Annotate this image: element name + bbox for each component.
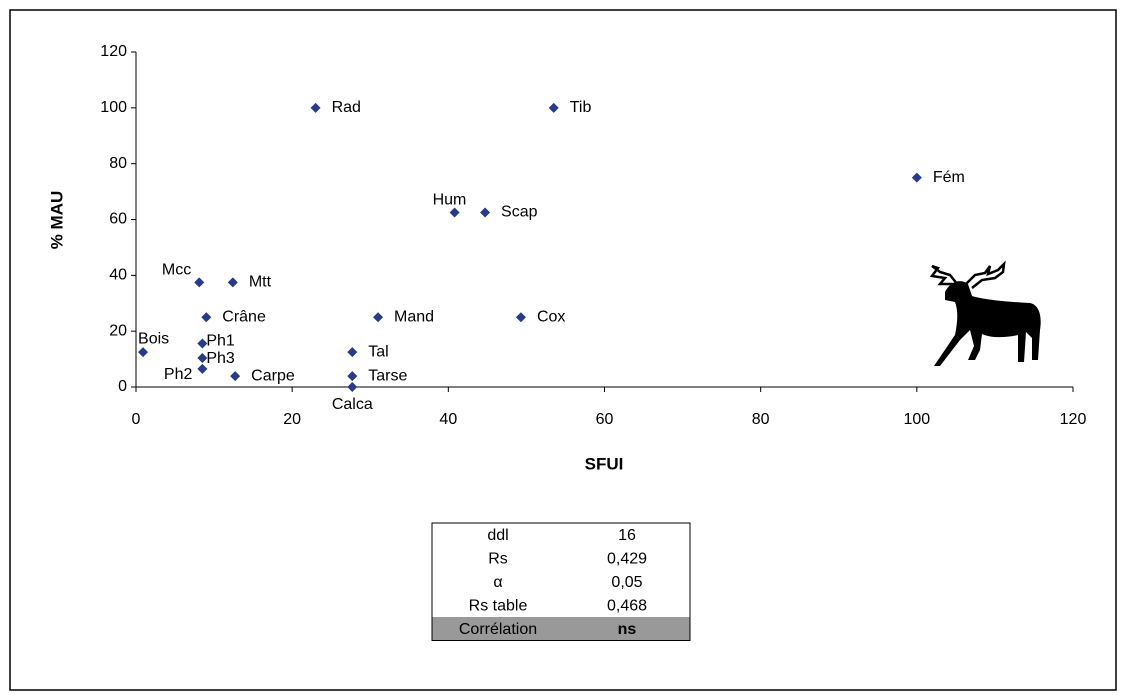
point [911, 172, 922, 183]
point-label: Calca [332, 396, 373, 413]
table-row-bg [432, 617, 690, 641]
point-label: Crâne [222, 308, 266, 325]
point-label: Fém [933, 169, 965, 186]
table-cell: 0,468 [607, 597, 647, 614]
point-label: Hum [433, 192, 467, 209]
point-label: Rad [332, 99, 361, 116]
y-tick-label: 40 [109, 267, 127, 284]
point [373, 312, 384, 323]
x-tick-label: 100 [903, 411, 930, 428]
y-tick-label: 20 [109, 322, 127, 339]
point [197, 338, 208, 349]
y-tick-label: 0 [118, 378, 127, 395]
point [201, 312, 212, 323]
point-label: Tal [368, 343, 388, 360]
point-label: Bois [138, 330, 169, 347]
point-label: Mtt [249, 274, 272, 291]
table-border [431, 522, 691, 641]
frame [9, 9, 1117, 691]
point-label: Mcc [162, 262, 191, 279]
point-label: Cox [537, 308, 565, 325]
point-label: Ph3 [206, 350, 235, 367]
point [449, 207, 460, 218]
point-label: Ph1 [206, 333, 235, 350]
point [310, 102, 321, 113]
point [197, 352, 208, 363]
y-tick-label: 80 [109, 155, 127, 172]
x-tick-label: 20 [283, 411, 301, 428]
point-label: Tarse [368, 367, 407, 384]
table-cell: Rs table [469, 597, 528, 614]
point-label: Scap [501, 204, 538, 221]
point-label: Tib [570, 99, 592, 116]
table-cell: α [493, 574, 502, 591]
x-tick-label: 60 [596, 411, 614, 428]
table-cell: Rs [488, 550, 508, 567]
x-axis-title: SFUI [585, 454, 624, 473]
x-tick-label: 40 [439, 411, 457, 428]
point-label: Mand [394, 308, 434, 325]
x-tick-label: 0 [132, 411, 141, 428]
point [138, 347, 149, 358]
y-tick-label: 120 [100, 43, 127, 60]
point [227, 277, 238, 288]
x-tick-label: 120 [1060, 411, 1087, 428]
table-cell: ns [618, 621, 637, 638]
deer-icon [929, 260, 1041, 366]
point [515, 312, 526, 323]
y-tick-label: 100 [100, 99, 127, 116]
point-label: Carpe [251, 367, 295, 384]
table-cell: 16 [618, 527, 636, 544]
point [194, 277, 205, 288]
y-axis-title: % MAU [47, 191, 66, 250]
table-cell: ddl [487, 527, 508, 544]
point [197, 363, 208, 374]
x-tick-label: 80 [752, 411, 770, 428]
point [480, 207, 491, 218]
table-cell: 0,05 [611, 574, 642, 591]
point [347, 382, 358, 392]
y-tick-label: 60 [109, 211, 127, 228]
point [230, 371, 241, 382]
point [347, 347, 358, 358]
table-cell: 0,429 [607, 550, 647, 567]
point [347, 371, 358, 382]
point [548, 102, 559, 113]
point-label: Ph2 [164, 366, 193, 383]
table-cell: Corrélation [459, 621, 537, 638]
